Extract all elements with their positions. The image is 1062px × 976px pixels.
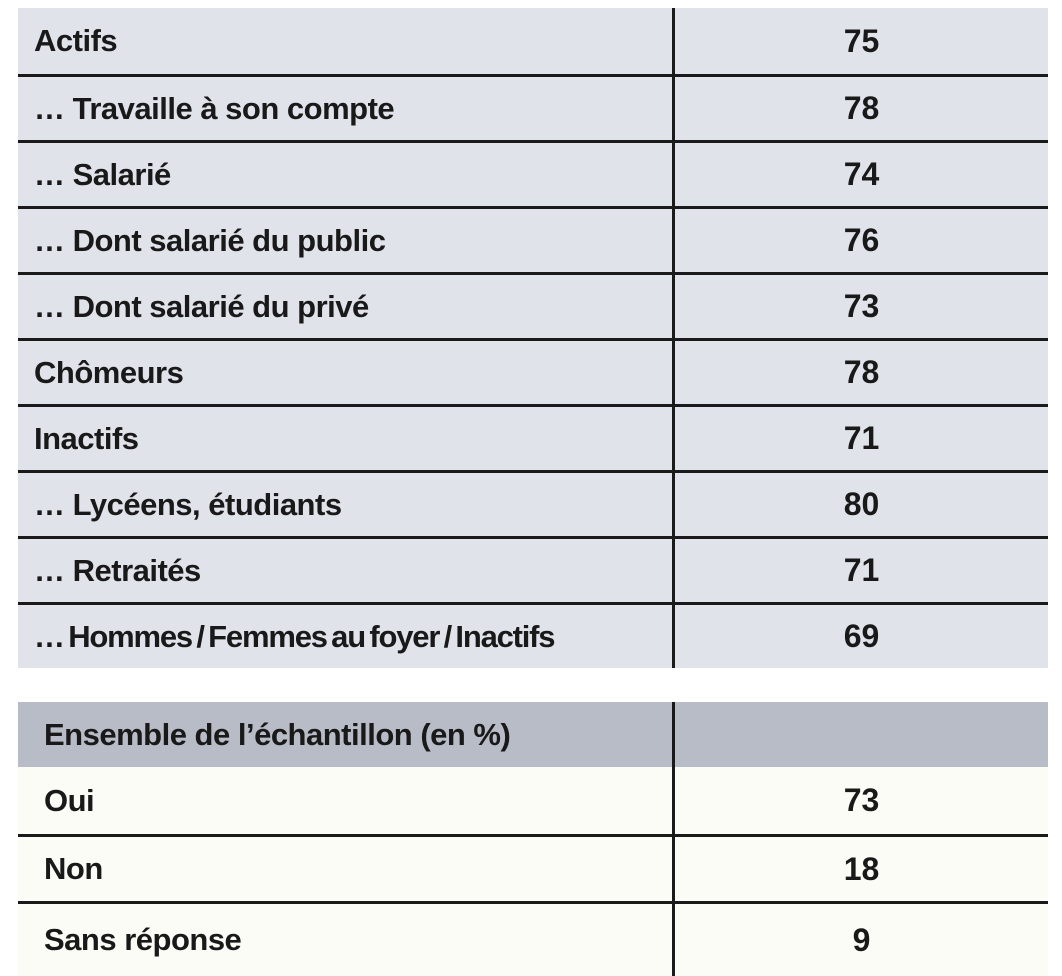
row-value: 80 [843,486,880,522]
table-row: Sans réponse 9 [18,901,1048,976]
table-row: … Dont salarié du public 76 [18,206,1048,272]
row-value: 18 [843,850,880,887]
row-label: Inactifs [18,407,675,470]
row-label: Actifs [18,8,675,74]
row-value: 73 [843,782,880,818]
table-row: … Retraités 71 [18,536,1048,602]
row-value: 73 [843,288,880,324]
table-row: … Dont salarié du privé 73 [18,272,1048,338]
row-value: 69 [843,618,880,654]
row-label: Oui [18,767,675,834]
row-label: Chômeurs [18,341,675,404]
row-value: 9 [852,921,871,958]
row-value: 76 [843,222,880,258]
table-row: Inactifs 71 [18,404,1048,470]
table-row: … Travaille à son compte 78 [18,74,1048,140]
table-row: … Salarié 74 [18,140,1048,206]
table-header-row: Ensemble de l’échantillon (en %) [18,702,1048,767]
row-value: 71 [843,420,880,456]
overall-sample-table: Ensemble de l’échantillon (en %) Oui 73 … [18,702,1048,976]
row-label: … Dont salarié du privé [18,275,675,338]
table-row: … Hommes / Femmes au foyer / Inactifs 69 [18,602,1048,668]
row-value: 75 [843,22,880,59]
row-value: 71 [843,552,880,588]
row-value: 74 [843,156,880,192]
results-by-status-table: Actifs 75 … Travaille à son compte 78 … … [18,8,1048,668]
table-row: Non 18 [18,834,1048,901]
row-label: … Travaille à son compte [18,77,675,140]
row-value: 78 [843,354,880,390]
row-label: … Lycéens, étudiants [18,473,675,536]
row-label: … Salarié [18,143,675,206]
row-label: Non [18,837,675,901]
table-row: Oui 73 [18,767,1048,834]
row-label: … Hommes / Femmes au foyer / Inactifs [18,605,675,668]
table-row: Chômeurs 78 [18,338,1048,404]
row-label: … Retraités [18,539,675,602]
row-label: Sans réponse [18,904,675,976]
header-label: Ensemble de l’échantillon (en %) [18,702,675,767]
table-row: Actifs 75 [18,8,1048,74]
table-row: … Lycéens, étudiants 80 [18,470,1048,536]
header-value-empty [675,702,1048,767]
row-label: … Dont salarié du public [18,209,675,272]
row-value: 78 [843,90,880,126]
